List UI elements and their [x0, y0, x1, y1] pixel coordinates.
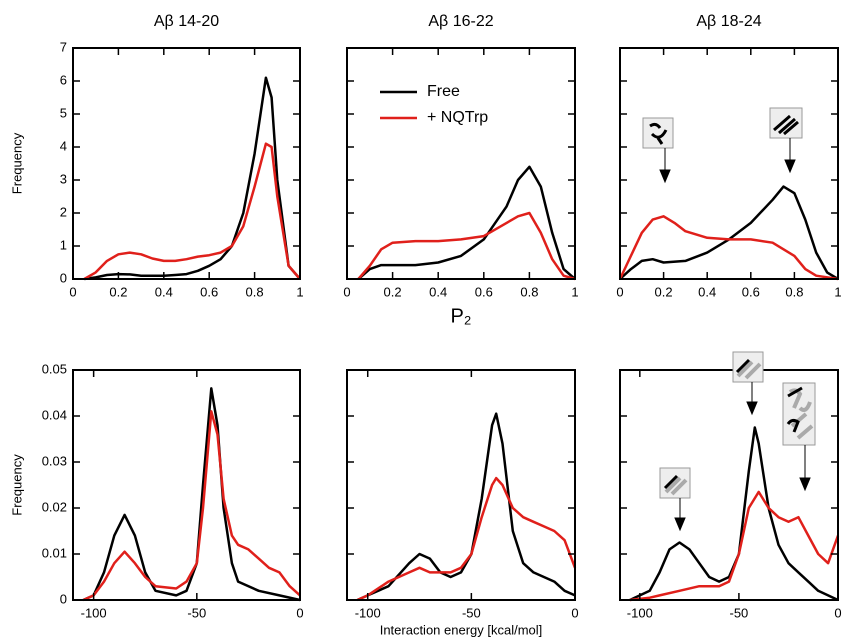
x-tick-label: 0.4: [698, 284, 716, 299]
icon: [787, 386, 803, 398]
data-line: [82, 410, 301, 602]
y-tick-label: 0.05: [42, 361, 67, 376]
panel-title: Aβ 16-22: [428, 13, 493, 30]
x-axis-label: P₂: [450, 305, 471, 327]
arrow-head: [799, 477, 811, 492]
data-line: [356, 476, 577, 602]
icon: [735, 358, 751, 374]
arrow-head: [746, 401, 758, 416]
x-tick-label: 0.4: [155, 284, 173, 299]
icon-box: [642, 117, 674, 149]
data-line: [82, 387, 301, 602]
y-tick-label: 0.03: [42, 453, 67, 468]
y-tick-label: 0.04: [42, 407, 67, 422]
plot-frame: [72, 369, 301, 601]
x-axis-label: Interaction energy [kcal/mol]: [380, 622, 543, 637]
icon: [663, 474, 679, 490]
x-tick-label: 0.2: [109, 284, 127, 299]
x-tick-label: 1: [834, 284, 841, 299]
icon: [649, 122, 668, 145]
plot-frame: [619, 47, 839, 280]
panel-title: Aβ 18-24: [696, 13, 761, 30]
x-tick-label: 0.6: [200, 284, 218, 299]
y-tick-label: 6: [60, 72, 67, 87]
y-tick-label: 4: [60, 138, 67, 153]
arrow-head: [784, 159, 796, 174]
x-tick-label: 1: [296, 284, 303, 299]
panel: 0 0.2 0.4 0.6 0.8 1 Aβ 16-22 P₂ Free + NQTrp: [343, 13, 578, 327]
data-line: [618, 215, 839, 281]
y-tick-label: 1: [60, 237, 67, 252]
plot-frame: [346, 369, 576, 601]
data-line: [629, 490, 840, 602]
data-line: [83, 142, 301, 281]
x-tick-label: 0: [616, 284, 623, 299]
x-tick-label: 0: [69, 284, 76, 299]
y-tick-label: 7: [60, 39, 67, 54]
plot-frame: [346, 47, 576, 280]
x-tick-label: 0.8: [246, 284, 264, 299]
x-tick-label: -100: [81, 605, 107, 620]
icon: [736, 360, 762, 380]
y-tick-label: 0.01: [42, 545, 67, 560]
y-axis-label: Frequency: [9, 454, 24, 516]
plot-frame: [72, 47, 301, 280]
x-tick-label: 0.2: [384, 284, 402, 299]
x-tick-label: -100: [355, 605, 381, 620]
panel: -100 -50 0 Interaction energy [kcal/mol]: [346, 369, 579, 637]
legend-label: + NQTrp: [427, 109, 488, 126]
data-line: [357, 165, 576, 280]
x-tick-label: -50: [462, 605, 481, 620]
data-line: [357, 211, 576, 281]
y-tick-label: 0: [60, 270, 67, 285]
panel-title: Aβ 14-20: [154, 13, 219, 30]
y-tick-label: 3: [60, 171, 67, 186]
legend-label: Free: [427, 83, 460, 100]
panel: -100 -50 0: [619, 369, 842, 620]
annotations: [642, 107, 816, 532]
x-tick-label: 0.4: [429, 284, 447, 299]
arrow-head: [659, 169, 671, 184]
panel: 0 0.2 0.4 0.6 0.8 1 0 1 2 3 4 5 6 7 Aβ 14-20 Frequency: [9, 13, 303, 299]
x-tick-label: -50: [187, 605, 206, 620]
y-tick-label: 0: [60, 591, 67, 606]
x-tick-label: 0: [296, 605, 303, 620]
icon: [786, 418, 800, 433]
x-tick-label: 0.8: [520, 284, 538, 299]
x-tick-label: 0: [343, 284, 350, 299]
x-tick-label: 0.6: [742, 284, 760, 299]
plot-frame: [619, 369, 839, 601]
data-line: [356, 412, 576, 602]
data-line: [629, 426, 839, 602]
arrow-head: [674, 517, 686, 532]
panel: 0 0.2 0.4 0.6 0.8 1 Aβ 18-24: [616, 13, 841, 299]
y-tick-label: 5: [60, 105, 67, 120]
y-tick-label: 2: [60, 204, 67, 219]
x-tick-label: 1: [571, 284, 578, 299]
x-tick-label: 0.8: [785, 284, 803, 299]
icon: [664, 476, 688, 496]
y-tick-label: 0.02: [42, 499, 67, 514]
data-line: [84, 76, 301, 281]
panel: -100 -50 0 0 0.01 0.02 0.03 0.04 0.05 Frequency: [9, 361, 303, 620]
icon: [790, 412, 814, 440]
x-tick-label: 0.6: [475, 284, 493, 299]
data-line: [619, 185, 839, 281]
y-axis-label: Frequency: [9, 132, 24, 194]
x-tick-label: 0: [571, 605, 578, 620]
x-tick-label: 0: [834, 605, 841, 620]
x-tick-label: -100: [627, 605, 653, 620]
icon: [773, 114, 799, 136]
x-tick-label: -50: [730, 605, 749, 620]
x-tick-label: 0.2: [655, 284, 673, 299]
